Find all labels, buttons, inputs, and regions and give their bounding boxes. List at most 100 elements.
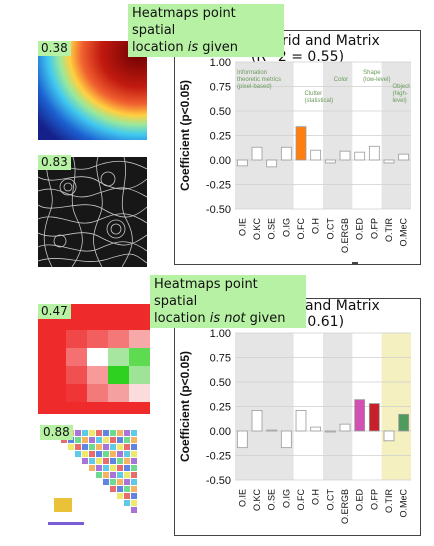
regression-coefficient-chart: Grid and Matrix (R^2 = 0.55) 1.00 0.75 0.5… [174,30,421,265]
y-tick-label: -0.50 [206,475,231,487]
x-tick-label: O.CT [325,217,335,239]
bar-O.IE [236,430,248,449]
heatmap-grid-image [38,304,150,414]
matrix-cell [110,465,116,471]
callout-emphasis: is [187,40,199,55]
group-annotation: (low-level) [363,77,390,83]
matrix-cell [131,451,137,457]
matrix-cell [75,437,81,443]
callout-emphasis: is not [209,311,246,326]
matrix-thumbnail [38,428,150,530]
x-tick-label: O.MeC [399,489,409,518]
matrix-cell [131,486,137,492]
matrix-colorbar [48,522,84,525]
group-annotation: Information [237,70,267,76]
y-tick-label: 0.25 [210,131,231,143]
matrix-cell [124,458,130,464]
matrix-cell [117,451,123,457]
y-tick-label: 0.50 [210,106,231,118]
matrix-cell [124,500,130,506]
bar-O.TIR [383,430,395,442]
matrix-cell [110,458,116,464]
matrix-cell [103,437,109,443]
matrix-cell [117,486,123,492]
matrix-cell [103,444,109,450]
matrix-cell [124,486,130,492]
matrix-cell [117,444,123,450]
matrix-cell [61,437,67,443]
matrix-cell [89,451,95,457]
matrix-cell [124,479,130,485]
matrix-cell [82,430,88,436]
matrix-cell [131,500,137,506]
group-annotation: (statistical) [304,98,333,104]
bar-O.IG [280,430,292,449]
flow-texture-image [38,157,147,267]
matrix-cell [131,430,137,436]
matrix-cell [131,493,137,499]
matrix-cell [96,430,102,436]
x-tick-label: O.IG [281,489,291,508]
bar-O.H [310,426,322,432]
matrix-cell [131,437,137,443]
matrix-cell [89,465,95,471]
group-annotation: Shape [363,70,381,76]
matrix-cell [117,437,123,443]
matrix-cell [124,465,130,471]
bar-O.FP [368,403,380,432]
bar-O.IE [236,159,248,167]
x-tick-label: O.ED [355,218,365,241]
bar-O.SE [266,429,278,432]
bar-chart-svg: 1.00 0.75 0.50 0.25 0.00 -0.25 -0.50 O.IE O.KC O.… [178,328,411,524]
callout-text: location [154,311,210,326]
matrix-legend-swatch [54,498,72,512]
matrix-cell [89,430,95,436]
y-tick-label: 0.00 [210,155,231,167]
matrix-cell [124,451,130,457]
bar-O.IG [280,146,292,161]
matrix-cell [124,430,130,436]
matrix-cell [103,451,109,457]
callout-text: given [245,311,286,326]
matrix-cell [110,479,116,485]
matrix-image [48,430,137,525]
matrix-cell [124,472,130,478]
x-tick-label: O.FP [369,218,379,239]
bar-O.FP [368,145,380,161]
matrix-cell [117,472,123,478]
callout-line: location is given [132,39,280,56]
x-tick-label: O.KC [252,489,262,512]
score-badge: 0.83 [38,155,71,170]
group-annotation: theoretic metrics [237,77,281,83]
matrix-cell [82,444,88,450]
score-badge: 0.88 [40,425,73,440]
x-tick-label: O.KC [252,218,262,241]
matrix-cell [110,472,116,478]
matrix-cell [103,472,109,478]
matrix-cell [103,458,109,464]
x-tick-label: O.H [311,218,321,234]
matrix-cell [68,444,74,450]
matrix-cell [131,479,137,485]
bar-O.KC [251,146,263,161]
matrix-cell [117,430,123,436]
callout-label: Heatmaps point spatial location is not g… [150,275,306,328]
callout-line: Heatmaps point spatial [132,6,236,38]
flow-texture-thumbnail [38,157,147,267]
matrix-cell [117,493,123,499]
matrix-cell [117,458,123,464]
matrix-cell [75,430,81,436]
y-tick-label: -0.25 [206,180,231,192]
y-tick-label: 0.25 [210,402,231,414]
matrix-cell [110,444,116,450]
bar-O.MeC [398,153,410,161]
bar-O.H [310,149,322,161]
matrix-cell [131,472,137,478]
x-tick-label: O.CT [325,488,335,510]
y-tick-label: 0.75 [210,82,231,94]
bar-O.ERGB [339,423,351,432]
matrix-cell [68,437,74,443]
matrix-cell [103,479,109,485]
regression-coefficient-chart: Grid and Matrix (R^2 = 0.61) 1.000.750.5… [174,298,421,536]
matrix-cell [96,451,102,457]
